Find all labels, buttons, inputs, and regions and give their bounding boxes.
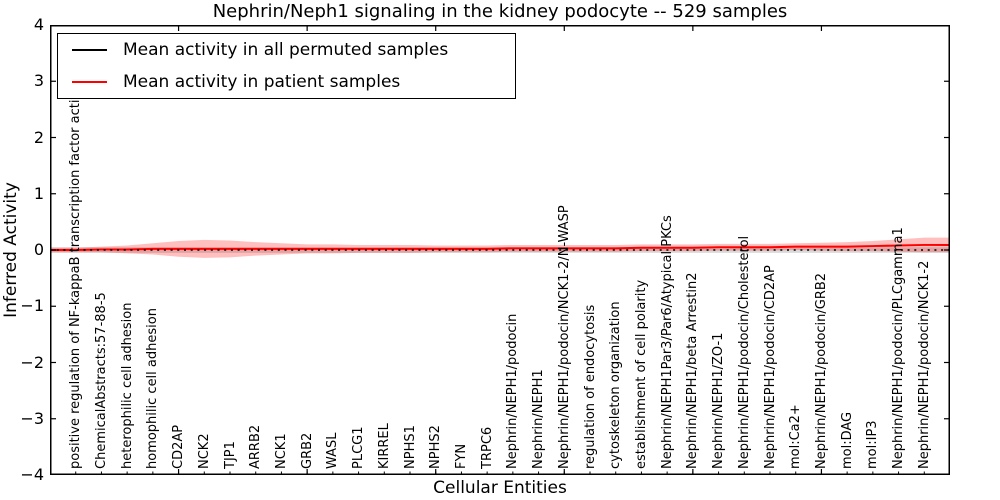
x-tick-label: ChemicalAbstracts:57-88-5 (93, 292, 109, 469)
x-tick-label: Nephrin/NEPH1/podocin/PLCgamma1 (891, 227, 907, 469)
y-tick-label: 3 (33, 71, 44, 91)
x-tick-label: NPHS1 (402, 425, 418, 469)
x-tick-label: regulation of endocytosis (582, 304, 598, 469)
y-tick-label: −4 (20, 465, 44, 484)
x-tick-label: Nephrin/NEPH1/podocin/Cholesterol (736, 235, 752, 469)
x-tick-label: GRB2 (299, 432, 315, 469)
x-tick-label: establishment of cell polarity (633, 279, 649, 469)
x-tick-label: cytoskeleton organization (608, 301, 624, 469)
y-tick-label: 2 (33, 127, 44, 147)
legend-label-patient: Mean activity in patient samples (123, 72, 401, 92)
plot-border (50, 25, 950, 475)
x-tick-label: Nephrin/NEPH1/podocin/CD2AP (762, 265, 778, 469)
x-tick-label: mol:DAG (839, 411, 855, 469)
x-tick-label: positive regulation of NF-kappaB transcr… (68, 75, 84, 469)
x-tick-label: FYN (453, 443, 469, 469)
x-tick-label: Nephrin/NEPH1/ZO-1 (711, 332, 727, 469)
x-tick-label: Nephrin/NEPH1/podocin/NCK1-2 (916, 260, 932, 469)
x-tick-label: Nephrin/NEPH1/beta Arrestin2 (685, 272, 701, 470)
x-tick-label: Nephrin/NEPH1/podocin (505, 313, 521, 469)
x-tick-label: NPHS2 (428, 425, 444, 469)
x-tick-label: CD2AP (171, 424, 187, 469)
x-tick-label: Nephrin/NEPH1 (531, 369, 547, 469)
x-axis-label: Cellular Entities (433, 478, 567, 498)
x-tick-label: WASL (325, 432, 341, 469)
x-tick-label: Nephrin/NEPH1/podocin/NCK1-2/N-WASP (556, 205, 572, 469)
legend-line-sample-red (72, 81, 107, 83)
x-tick-label: homophilic cell adhesion (145, 308, 161, 469)
legend-item-permuted: Mean activity in all permuted samples (58, 34, 515, 66)
y-tick-label: 1 (33, 183, 44, 203)
x-tick-label: Nephrin/NEPH1/podocin/GRB2 (813, 272, 829, 469)
y-tick-label: −1 (20, 296, 44, 316)
y-tick-label: −2 (20, 352, 44, 372)
x-tick-label: NCK2 (196, 433, 212, 469)
y-tick-label: 4 (33, 15, 44, 34)
x-tick-label: mol:Ca2+ (788, 404, 804, 469)
x-tick-label: KIRREL (376, 423, 392, 469)
x-tick-label: TJP1 (222, 441, 238, 469)
y-tick-label: 0 (33, 240, 44, 259)
x-tick-label: Nephrin/NEPH1Par3/Par6/Atypical PKCs (659, 215, 675, 469)
x-tick-label: heterophilic cell adhesion (119, 302, 135, 470)
plot-canvas (50, 25, 950, 475)
legend-item-patient: Mean activity in patient samples (58, 66, 515, 98)
legend: Mean activity in all permuted samples Me… (57, 33, 516, 99)
plot-area: positive regulation of NF-kappaB transcr… (50, 25, 950, 475)
line-patient (50, 243, 950, 251)
x-tick-label: NCK1 (273, 433, 289, 469)
x-tick-label: TRPC6 (479, 426, 495, 469)
legend-line-sample-black (72, 49, 107, 51)
y-tick-label: −3 (20, 408, 44, 428)
x-tick-label: mol:IP3 (865, 420, 881, 469)
chart-title: Nephrin/Neph1 signaling in the kidney po… (212, 1, 788, 22)
x-tick-label: ARRB2 (248, 424, 264, 469)
x-tick-label: PLCG1 (351, 426, 367, 469)
legend-label-permuted: Mean activity in all permuted samples (123, 40, 449, 60)
